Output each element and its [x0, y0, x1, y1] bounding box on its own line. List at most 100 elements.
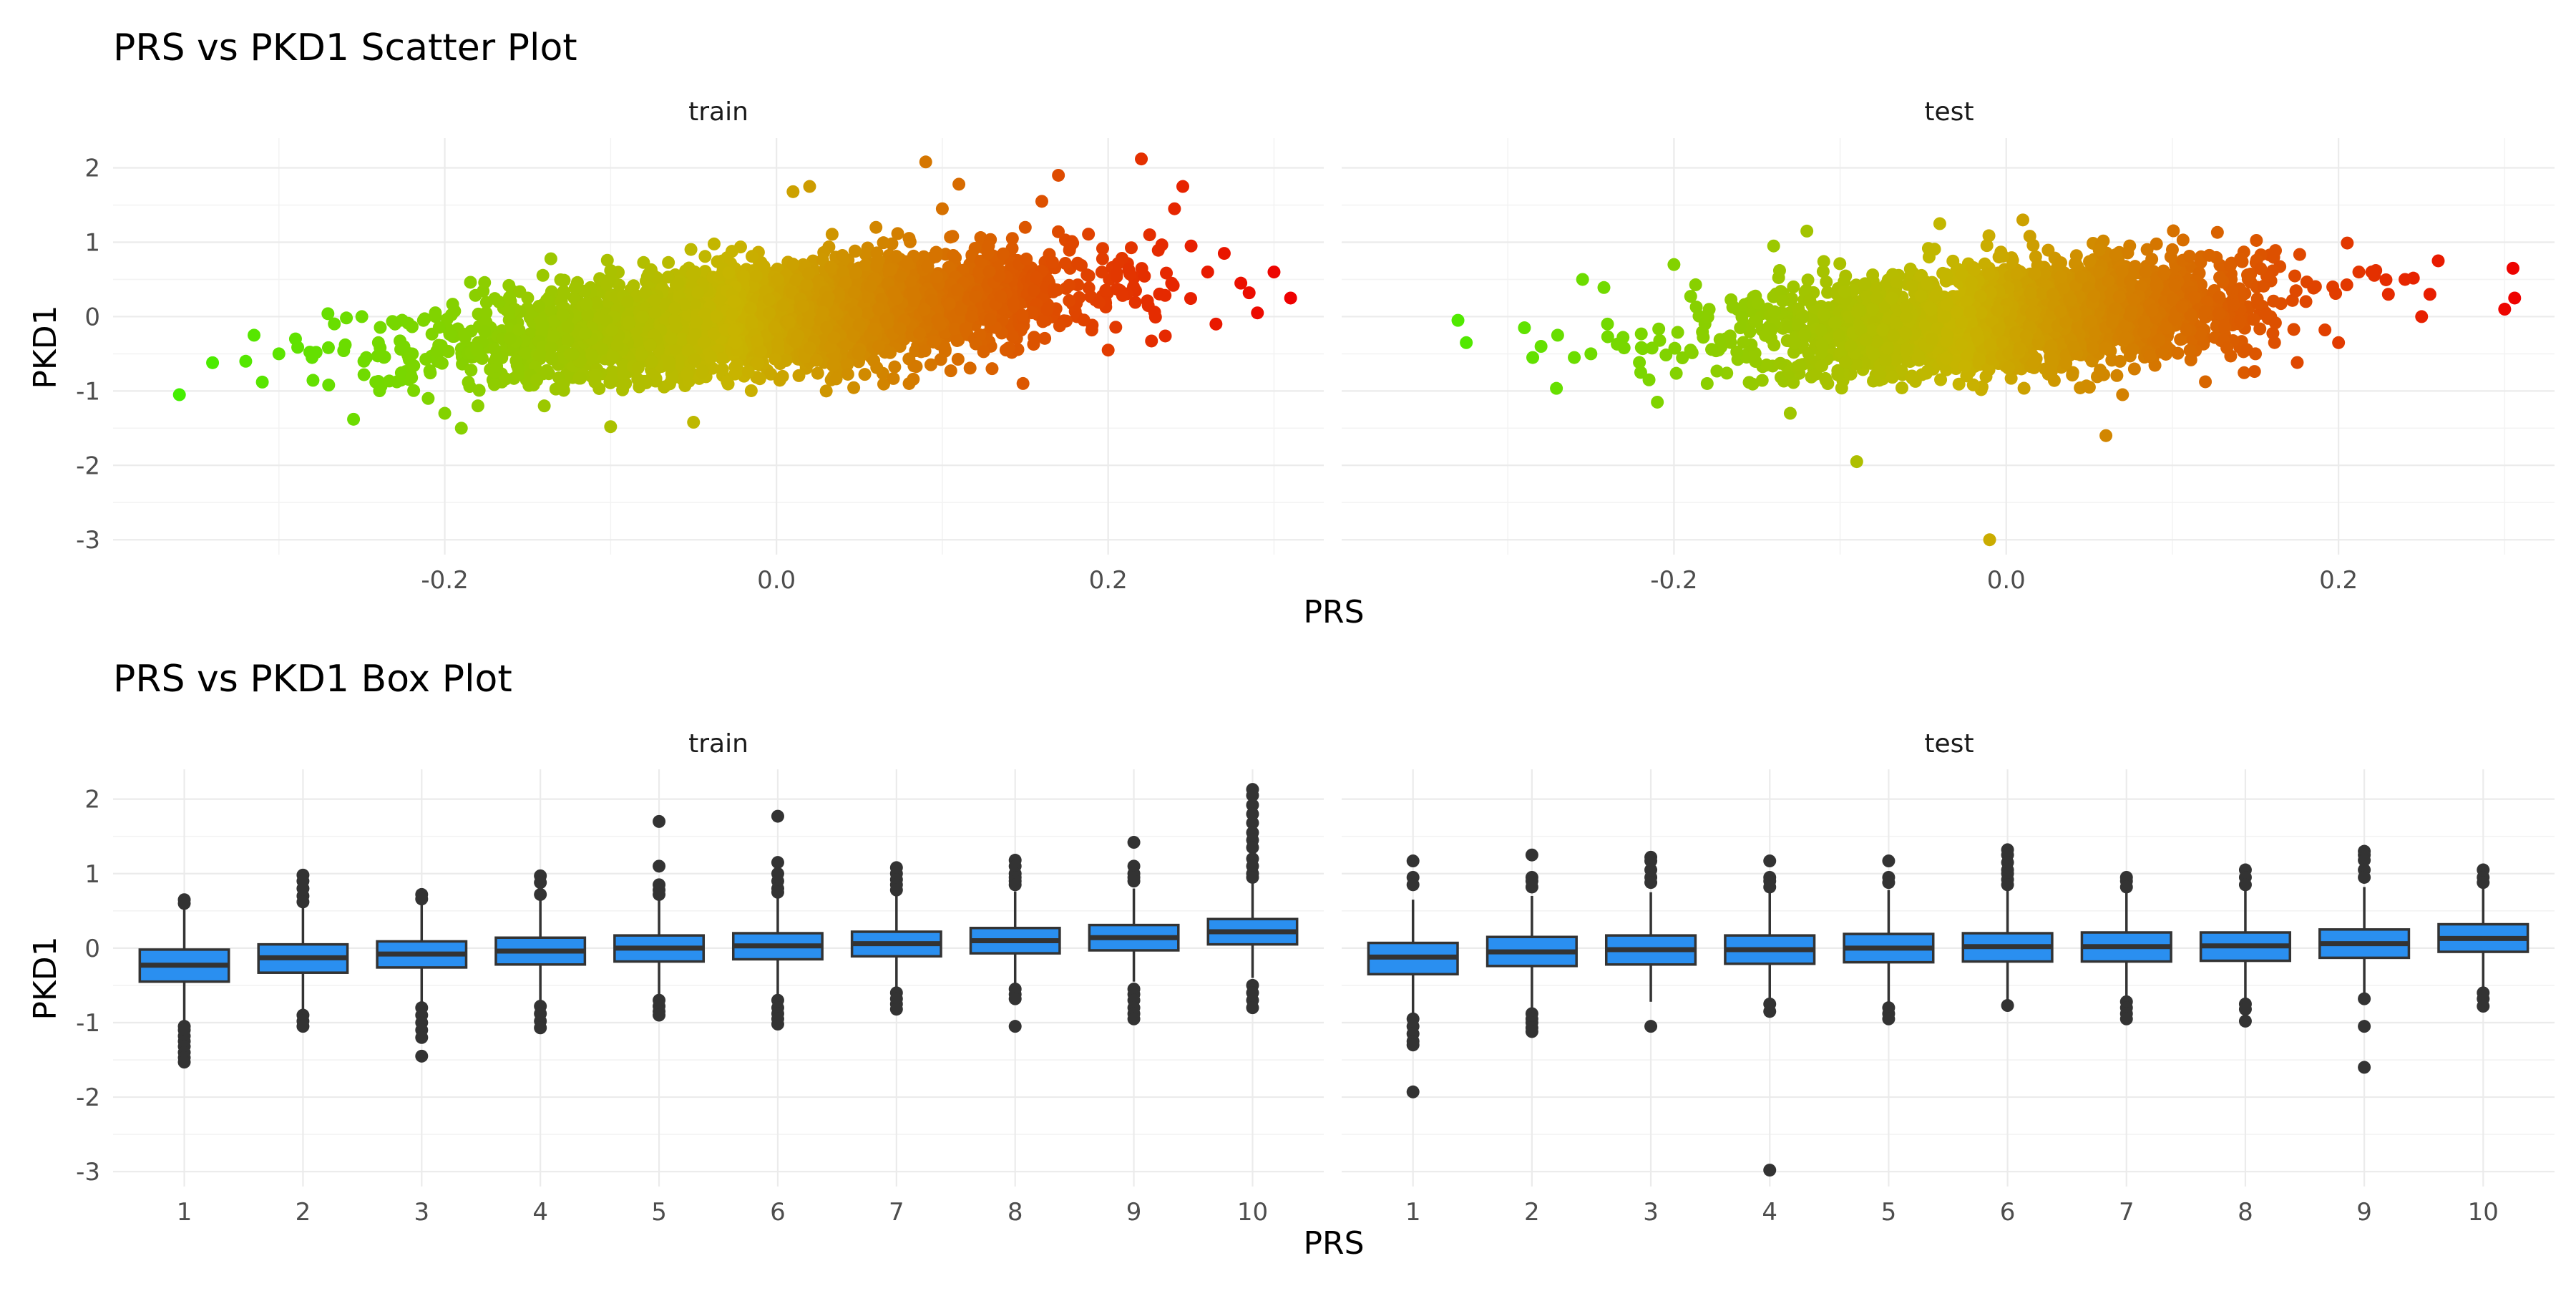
scatter-point [946, 230, 959, 243]
scatter-point [590, 369, 602, 381]
scatter-point [1159, 329, 1172, 342]
scatter-point [1705, 343, 1718, 356]
scatter-point [1160, 267, 1173, 280]
scatter-point [424, 364, 436, 377]
scatter-point [429, 310, 442, 323]
scatter-point [532, 300, 545, 313]
scatter-point [1176, 180, 1189, 193]
scatter-point [763, 307, 776, 320]
scatter-point [924, 359, 937, 371]
scatter-point [710, 310, 723, 323]
scatter-point [322, 341, 335, 354]
scatter-point [716, 363, 729, 376]
scatter-point [248, 328, 260, 341]
scatter-point [726, 308, 739, 321]
scatter-point [776, 299, 789, 312]
scatter-point [1078, 313, 1091, 326]
scatter-point [173, 389, 186, 401]
scatter-point [849, 266, 862, 279]
scatter-point [830, 372, 843, 385]
scatter-point [952, 177, 965, 190]
scatter-point [820, 321, 833, 334]
scatter-point [859, 368, 872, 381]
scatter-point [472, 399, 484, 412]
scatter-point [545, 341, 557, 354]
scatter-y-tick-label: 1 [84, 229, 100, 258]
scatter-point [1148, 306, 1161, 318]
scatter-y-tick-label: -1 [76, 377, 100, 406]
scatter-point [648, 306, 661, 319]
scatter-point [977, 345, 990, 358]
scatter-point [403, 351, 416, 364]
scatter-point [488, 378, 501, 391]
scatter-point [1689, 278, 1702, 291]
scatter-point [816, 306, 829, 319]
scatter-point [610, 338, 623, 351]
scatter-point [1141, 294, 1154, 307]
scatter-point [394, 334, 406, 347]
scatter-point [745, 384, 758, 397]
scatter-point [1125, 241, 1138, 254]
scatter-point [1209, 318, 1222, 331]
scatter-point [1046, 255, 1059, 268]
box-y-axis-title: PKD1 [27, 936, 64, 1020]
scatter-point [478, 325, 491, 338]
scatter-point [471, 344, 484, 356]
scatter-point [633, 381, 645, 394]
scatter-point [405, 371, 418, 384]
scatter-point [841, 368, 854, 381]
scatter-point [632, 361, 645, 374]
scatter-point [824, 260, 837, 273]
scatter-point [1185, 240, 1198, 253]
scatter-point [849, 245, 862, 258]
scatter-point [289, 333, 302, 346]
scatter-point [698, 336, 711, 349]
scatter-point [536, 320, 549, 333]
scatter-strip-train: train [688, 97, 748, 127]
scatter-point [982, 265, 995, 278]
scatter-point [1036, 315, 1049, 328]
scatter-point [696, 366, 708, 379]
scatter-point [358, 369, 371, 381]
scatter-point [512, 369, 525, 381]
scatter-point [2379, 273, 2392, 286]
scatter-point [1168, 203, 1181, 215]
scatter-point [306, 351, 318, 364]
scatter-point [665, 332, 678, 345]
scatter-point [984, 313, 997, 326]
scatter-point [1099, 284, 1112, 297]
scatter-point [789, 336, 802, 349]
box-x-axis-title: PRS [1303, 1225, 1364, 1262]
scatter-point [1063, 294, 1075, 307]
scatter-point [894, 322, 907, 335]
scatter-point [2211, 226, 2224, 239]
scatter-point [853, 346, 866, 359]
scatter-point [1052, 225, 1065, 238]
scatter-point [1030, 271, 1043, 284]
scatter-point [581, 308, 594, 321]
scatter-point [685, 243, 698, 256]
scatter-point [804, 341, 816, 354]
scatter-point [645, 355, 658, 368]
scatter-point [1218, 247, 1231, 260]
scatter-strip-test: test [1924, 97, 1974, 127]
scatter-x-tick-label: 0.0 [757, 566, 796, 595]
scatter-point [1020, 253, 1033, 265]
scatter-point [913, 327, 926, 340]
scatter-point [1109, 321, 1122, 333]
scatter-y-axis-title: PKD1 [27, 305, 64, 389]
scatter-point [849, 306, 862, 319]
scatter-point [839, 276, 852, 289]
scatter-point [455, 422, 468, 434]
scatter-point [545, 253, 557, 265]
scatter-point [1080, 268, 1093, 281]
scatter-point [728, 324, 741, 337]
scatter-point [936, 203, 949, 215]
scatter-point [1138, 270, 1151, 283]
scatter-point [919, 344, 932, 357]
scatter-point [1028, 331, 1040, 344]
scatter-point [782, 316, 795, 328]
scatter-point [1928, 243, 1941, 255]
scatter-point [901, 257, 914, 270]
